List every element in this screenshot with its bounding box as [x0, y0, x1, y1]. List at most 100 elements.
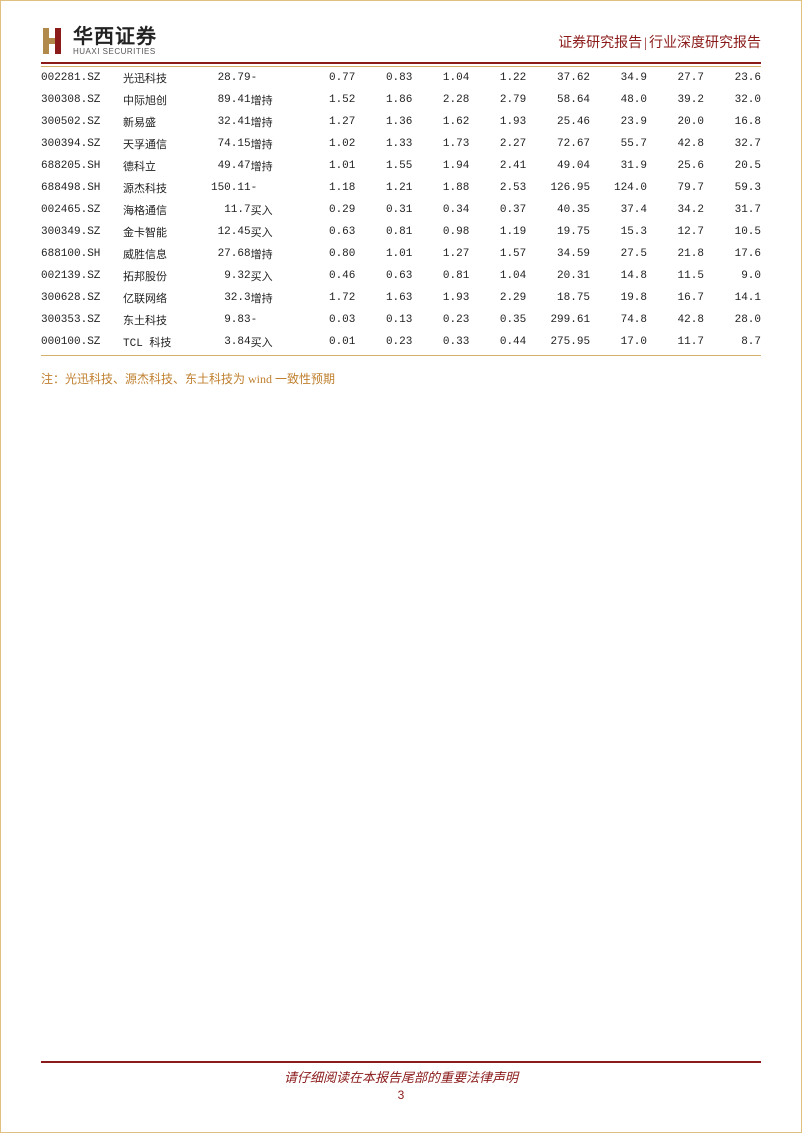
cell-pe1: 126.95 — [526, 177, 590, 199]
cell-eps2: 0.63 — [355, 265, 412, 287]
cell-price: 32.3 — [194, 287, 251, 309]
cell-pe3: 27.7 — [647, 67, 704, 89]
cell-stock-name: 天孚通信 — [123, 133, 194, 155]
cell-eps2: 1.86 — [355, 89, 412, 111]
cell-price: 11.7 — [194, 199, 251, 221]
cell-stock-code: 300502.SZ — [41, 111, 123, 133]
cell-eps2: 1.33 — [355, 133, 412, 155]
cell-pe4: 31.7 — [704, 199, 761, 221]
cell-stock-code: 000100.SZ — [41, 331, 123, 353]
cell-pe2: 27.5 — [590, 243, 647, 265]
cell-rating: 增持 — [251, 243, 299, 265]
cell-price: 9.32 — [194, 265, 251, 287]
cell-rating: 增持 — [251, 89, 299, 111]
cell-stock-name: TCL 科技 — [123, 331, 194, 353]
table-footnote: 注：光迅科技、源杰科技、东土科技为 wind 一致性预期 — [41, 370, 761, 387]
cell-pe2: 17.0 — [590, 331, 647, 353]
cell-price: 27.68 — [194, 243, 251, 265]
cell-pe4: 28.0 — [704, 309, 761, 331]
cell-stock-code: 002281.SZ — [41, 67, 123, 89]
cell-eps3: 0.98 — [412, 221, 469, 243]
cell-rating: 买入 — [251, 331, 299, 353]
cell-pe1: 49.04 — [526, 155, 590, 177]
table-row: 300628.SZ亿联网络32.3增持1.721.631.932.2918.75… — [41, 287, 761, 309]
cell-eps4: 2.53 — [469, 177, 526, 199]
cell-pe3: 25.6 — [647, 155, 704, 177]
cell-price: 49.47 — [194, 155, 251, 177]
cell-price: 150.11 — [194, 177, 251, 199]
cell-eps1: 0.01 — [298, 331, 355, 353]
cell-pe3: 21.8 — [647, 243, 704, 265]
cell-eps1: 0.03 — [298, 309, 355, 331]
cell-eps3: 0.81 — [412, 265, 469, 287]
cell-eps4: 0.44 — [469, 331, 526, 353]
cell-eps1: 0.80 — [298, 243, 355, 265]
page-number: 3 — [41, 1088, 761, 1102]
cell-rating: 增持 — [251, 155, 299, 177]
cell-pe2: 74.8 — [590, 309, 647, 331]
table-row: 300349.SZ金卡智能12.45买入0.630.810.981.1919.7… — [41, 221, 761, 243]
cell-pe3: 11.7 — [647, 331, 704, 353]
cell-rating: - — [251, 177, 299, 199]
cell-pe4: 16.8 — [704, 111, 761, 133]
cell-pe3: 11.5 — [647, 265, 704, 287]
cell-eps4: 1.22 — [469, 67, 526, 89]
cell-stock-name: 拓邦股份 — [123, 265, 194, 287]
cell-stock-code: 300308.SZ — [41, 89, 123, 111]
cell-pe4: 8.7 — [704, 331, 761, 353]
header-cat-b: 行业深度研究报告 — [649, 36, 761, 51]
cell-price: 12.45 — [194, 221, 251, 243]
cell-pe4: 9.0 — [704, 265, 761, 287]
cell-stock-name: 中际旭创 — [123, 89, 194, 111]
cell-stock-name: 东土科技 — [123, 309, 194, 331]
cell-pe3: 34.2 — [647, 199, 704, 221]
cell-eps2: 0.31 — [355, 199, 412, 221]
cell-pe4: 23.6 — [704, 67, 761, 89]
cell-eps4: 0.35 — [469, 309, 526, 331]
cell-price: 9.83 — [194, 309, 251, 331]
cell-stock-code: 300349.SZ — [41, 221, 123, 243]
cell-pe4: 32.7 — [704, 133, 761, 155]
cell-pe3: 42.8 — [647, 133, 704, 155]
cell-stock-name: 金卡智能 — [123, 221, 194, 243]
cell-pe3: 39.2 — [647, 89, 704, 111]
report-page: 华西证券 HUAXI SECURITIES 证券研究报告|行业深度研究报告 00… — [1, 1, 801, 1132]
table-row: 300308.SZ中际旭创89.41增持1.521.862.282.7958.6… — [41, 89, 761, 111]
cell-pe4: 20.5 — [704, 155, 761, 177]
valuation-table: 002281.SZ光迅科技28.79-0.770.831.041.2237.62… — [41, 67, 761, 353]
cell-eps3: 0.33 — [412, 331, 469, 353]
cell-eps3: 1.88 — [412, 177, 469, 199]
cell-eps4: 2.27 — [469, 133, 526, 155]
logo-en: HUAXI SECURITIES — [73, 48, 157, 56]
cell-pe1: 19.75 — [526, 221, 590, 243]
cell-pe2: 34.9 — [590, 67, 647, 89]
table-row: 002139.SZ拓邦股份9.32买入0.460.630.811.0420.31… — [41, 265, 761, 287]
cell-stock-code: 688498.SH — [41, 177, 123, 199]
cell-rating: 增持 — [251, 111, 299, 133]
cell-eps2: 1.63 — [355, 287, 412, 309]
cell-eps2: 1.55 — [355, 155, 412, 177]
cell-rating: - — [251, 309, 299, 331]
cell-stock-name: 亿联网络 — [123, 287, 194, 309]
cell-eps1: 1.02 — [298, 133, 355, 155]
cell-stock-name: 源杰科技 — [123, 177, 194, 199]
cell-eps3: 1.62 — [412, 111, 469, 133]
cell-eps4: 2.79 — [469, 89, 526, 111]
cell-pe2: 48.0 — [590, 89, 647, 111]
cell-pe1: 275.95 — [526, 331, 590, 353]
cell-pe3: 79.7 — [647, 177, 704, 199]
cell-eps4: 1.93 — [469, 111, 526, 133]
footer-disclaimer: 请仔细阅读在本报告尾部的重要法律声明 — [41, 1067, 761, 1086]
cell-pe1: 72.67 — [526, 133, 590, 155]
table-row: 688205.SH德科立49.47增持1.011.551.942.4149.04… — [41, 155, 761, 177]
cell-price: 3.84 — [194, 331, 251, 353]
cell-pe2: 124.0 — [590, 177, 647, 199]
table-row: 300394.SZ天孚通信74.15增持1.021.331.732.2772.6… — [41, 133, 761, 155]
cell-pe1: 25.46 — [526, 111, 590, 133]
page-footer: 请仔细阅读在本报告尾部的重要法律声明 3 — [41, 1061, 761, 1102]
cell-eps1: 1.18 — [298, 177, 355, 199]
table-row: 002465.SZ海格通信11.7买入0.290.310.340.3740.35… — [41, 199, 761, 221]
cell-eps2: 0.83 — [355, 67, 412, 89]
cell-price: 28.79 — [194, 67, 251, 89]
cell-stock-name: 新易盛 — [123, 111, 194, 133]
